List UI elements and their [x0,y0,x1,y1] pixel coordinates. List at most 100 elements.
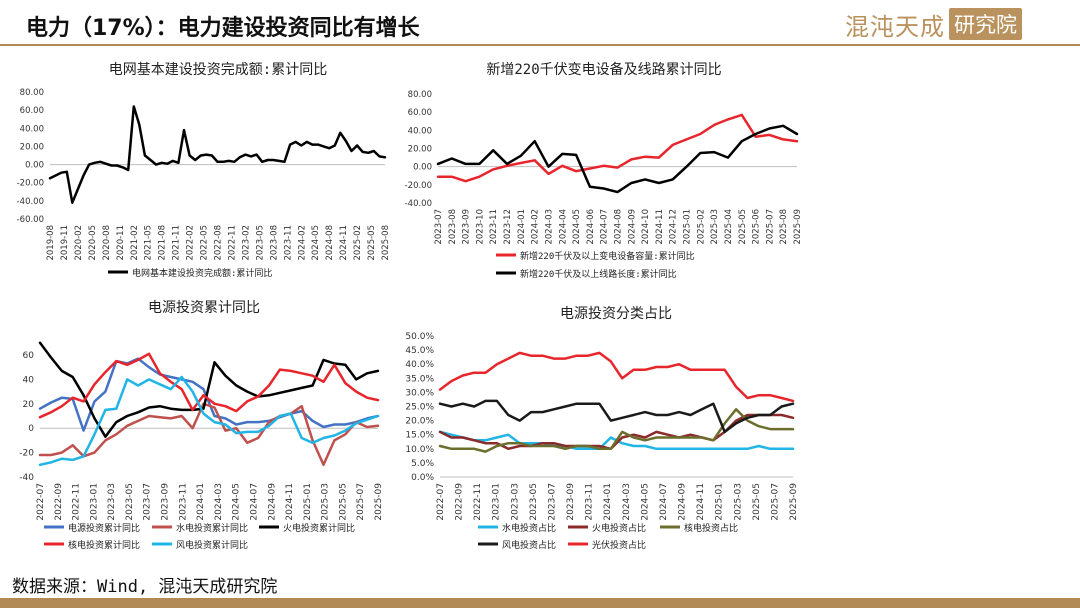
x-tick-label: 2024-09 [678,483,688,521]
x-tick-label: 2024-03 [544,209,554,245]
x-tick-label: 2025-09 [793,209,803,245]
x-tick-label: 2022-07 [36,483,46,521]
x-tick-label: 2024-01 [603,483,613,521]
x-tick-label: 2022-11 [473,483,483,521]
x-tick-label: 2022-11 [227,225,237,261]
x-tick-label: 2024-07 [600,209,610,245]
legend-label: 光伏投资占比 [592,539,646,551]
x-tick-label: 2025-03 [733,483,743,521]
legend-label: 火电投资累计同比 [283,522,355,534]
x-tick-label: 2023-09 [462,209,472,245]
x-tick-label: 2023-03 [510,483,520,521]
y-tick-label: 20.00 [20,142,44,152]
y-tick-label: -20.00 [17,179,44,189]
legend-label: 风电投资占比 [502,539,556,551]
legend-label: 新增220千伏及以上变电设备容量:累计同比 [520,250,695,262]
legend-label: 火电投资占比 [592,522,646,534]
x-tick-label: 2019-11 [60,225,70,261]
x-tick-label: 2025-07 [356,483,366,521]
x-tick-label: 2023-09 [566,483,576,521]
x-tick-label: 2022-07 [436,483,446,521]
x-tick-label: 2025-05 [738,209,748,245]
header-bar: 电力（17%）：电力建设投资同比有增长 混沌天成 研究院 [0,0,1080,46]
x-tick-label: 2022-09 [54,483,64,521]
x-tick-label: 2019-08 [46,225,56,261]
series-line [48,105,387,204]
series-line [438,408,795,453]
x-tick-label: 2023-07 [547,483,557,521]
x-tick-label: 2025-02 [353,225,363,261]
y-tick-label: 40.00 [408,126,432,136]
x-tick-label: 2024-01 [196,483,206,521]
y-tick-label: 40.00 [20,124,44,134]
x-tick-label: 2023-01 [89,483,99,521]
x-tick-label: 2025-05 [338,483,348,521]
x-tick-label: 2022-08 [214,225,224,261]
x-tick-label: 2024-08 [325,225,335,261]
x-tick-label: 2025-03 [321,483,331,521]
x-tick-label: 2023-01 [492,483,502,521]
x-tick-label: 2023-05 [529,483,539,521]
x-tick-label: 2021-05 [144,225,154,261]
chart-title: 新增220千伏变电设备及线路累计同比 [486,61,721,78]
x-tick-label: 2023-10 [475,209,485,245]
series-line [38,375,380,467]
y-tick-label: 0.00 [25,161,44,171]
x-tick-label: 2023-11 [585,483,595,521]
x-tick-label: 2024-08 [614,209,624,245]
x-tick-label: 2024-12 [669,209,679,245]
x-tick-label: 2025-05 [367,225,377,261]
x-tick-label: 2025-01 [683,209,693,245]
y-tick-label: 80.00 [20,88,44,98]
y-tick-label: 10.0% [405,445,434,455]
x-tick-label: 2025-07 [765,209,775,245]
x-tick-label: 2021-11 [172,225,182,261]
x-tick-label: 2024-11 [339,225,349,261]
y-tick-label: 60 [23,351,35,361]
y-tick-label: 20 [23,400,35,410]
y-tick-label: 60.00 [408,108,432,118]
series-line [38,357,380,432]
legend-label: 风电投资累计同比 [176,539,248,551]
x-tick-label: 2023-11 [283,225,293,261]
x-tick-label: 2023-12 [503,209,513,245]
title-divider [0,44,1080,46]
x-tick-label: 2023-08 [448,209,458,245]
y-tick-label: 0.0% [411,473,434,483]
x-tick-label: 2025-09 [789,483,799,521]
x-tick-label: 2024-05 [311,225,321,261]
legend-label: 水电投资累计同比 [176,522,248,534]
x-tick-label: 2025-09 [374,483,384,521]
series-line [38,352,380,419]
chart-title: 电源投资分类占比 [560,306,672,322]
bottom-bar [0,598,1080,608]
x-tick-label: 2024-04 [558,209,568,245]
x-tick-label: 2024-07 [659,483,669,521]
source-footnote: 数据来源：Wind, 混沌天成研究院 [12,577,278,597]
x-tick-label: 2024-01 [517,209,527,245]
y-tick-label: -20 [19,449,34,459]
x-tick-label: 2024-05 [572,209,582,245]
x-tick-label: 2025-02 [696,209,706,245]
y-tick-label: 0.00 [413,163,432,173]
legend-label: 核电投资累计同比 [68,539,140,551]
chart-title: 电源投资累计同比 [148,300,260,316]
x-tick-label: 2023-08 [269,225,279,261]
y-tick-label: -20.00 [405,181,432,191]
x-tick-label: 2022-05 [200,225,210,261]
x-tick-label: 2024-09 [627,209,637,245]
x-tick-label: 2020-02 [74,225,84,261]
x-tick-label: 2022-09 [455,483,465,521]
logo-box: 研究院 [949,8,1022,40]
x-tick-label: 2023-09 [161,483,171,521]
series-line [38,341,380,438]
x-tick-label: 2025-01 [715,483,725,521]
y-tick-label: 60.00 [20,106,44,116]
y-tick-label: 50.0% [405,332,434,342]
x-tick-label: 2024-11 [655,209,665,245]
x-tick-label: 2024-10 [641,209,651,245]
y-tick-label: -60.00 [17,215,44,225]
x-tick-label: 2022-02 [186,225,196,261]
y-tick-label: 0 [28,424,34,434]
x-tick-label: 2023-11 [178,483,188,521]
